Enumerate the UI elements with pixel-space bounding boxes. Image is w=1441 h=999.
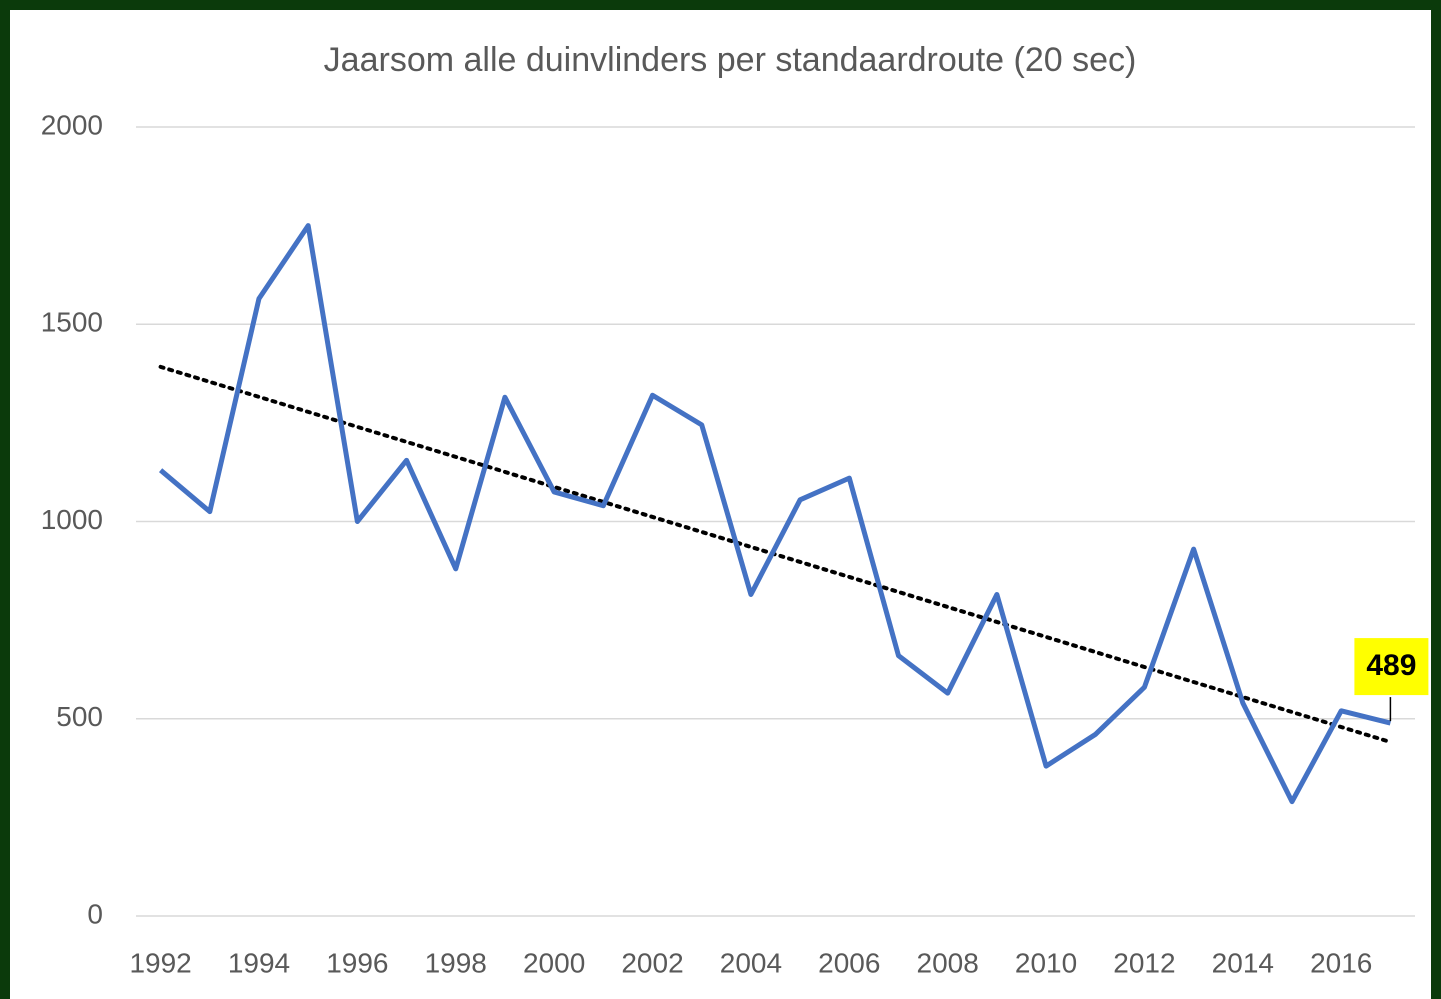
chart-title: Jaarsom alle duinvlinders per standaardr…	[324, 41, 1137, 79]
x-tick-label: 1994	[228, 947, 290, 978]
x-tick-label: 2008	[917, 947, 979, 978]
x-tick-label: 2002	[621, 947, 683, 978]
x-tick-label: 2012	[1113, 947, 1175, 978]
x-tick-label: 2014	[1212, 947, 1274, 978]
x-tick-label: 2010	[1015, 947, 1077, 978]
y-tick-label: 2000	[41, 109, 103, 140]
chart-area	[10, 10, 1431, 999]
x-tick-label: 1998	[425, 947, 487, 978]
data-label: 489	[1366, 649, 1416, 682]
x-tick-label: 2006	[818, 947, 880, 978]
x-tick-label: 2000	[523, 947, 585, 978]
trendline	[158, 364, 1393, 745]
x-tick-label: 1996	[326, 947, 388, 978]
y-tick-label: 500	[56, 701, 103, 732]
y-tick-label: 1000	[41, 504, 103, 535]
x-tick-label: 2016	[1310, 947, 1372, 978]
y-tick-label: 1500	[41, 307, 103, 338]
x-tick-label: 1992	[129, 947, 191, 978]
y-tick-label: 0	[87, 898, 103, 929]
x-tick-label: 2004	[720, 947, 782, 978]
data-line	[158, 223, 1392, 805]
data-label-box	[1354, 638, 1429, 696]
